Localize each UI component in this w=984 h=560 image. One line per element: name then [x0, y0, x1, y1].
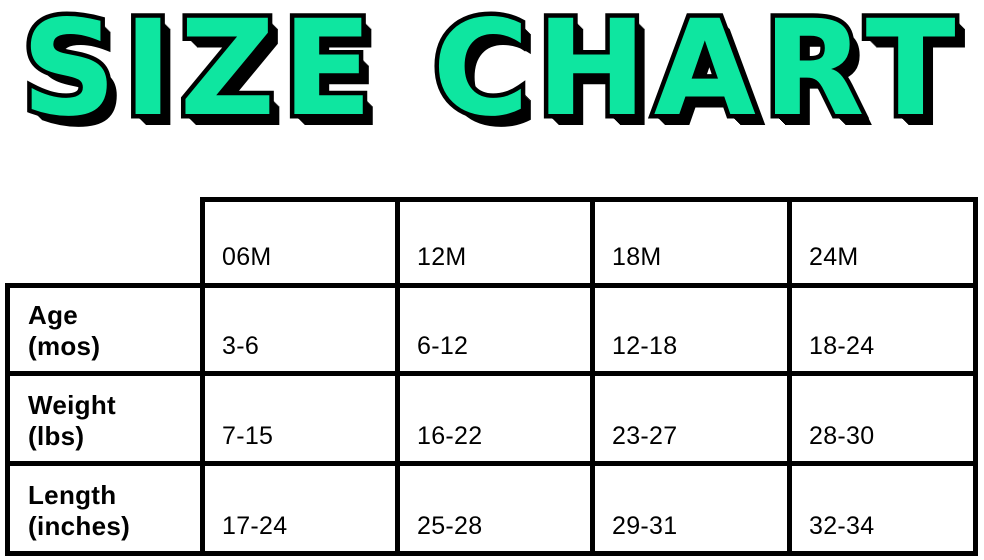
grid-line-col-1 [200, 197, 205, 556]
cell-age-12m: 6-12 [417, 332, 469, 360]
column-header-12m: 12M [417, 243, 467, 271]
row-label-weight: Weight (lbs) [28, 390, 116, 451]
title-area: SIZE CHART [0, 0, 984, 160]
cell-weight-18m: 23-27 [612, 422, 678, 450]
grid-line-col-4 [787, 197, 792, 556]
grid-line-col-3 [590, 197, 595, 556]
grid-line-row-1 [5, 371, 978, 376]
grid-line-right-edge [973, 197, 978, 556]
grid-line-header-bottom [5, 283, 978, 288]
cell-weight-12m: 16-22 [417, 422, 483, 450]
column-header-24m: 24M [809, 243, 859, 271]
cell-length-24m: 32-34 [809, 512, 875, 540]
row-label-length: Length (inches) [28, 480, 131, 541]
cell-length-12m: 25-28 [417, 512, 483, 540]
column-header-18m: 18M [612, 243, 662, 271]
cell-length-18m: 29-31 [612, 512, 678, 540]
cell-weight-06m: 7-15 [222, 422, 274, 450]
grid-line-header-top [200, 197, 978, 202]
column-header-06m: 06M [222, 243, 272, 271]
cell-age-24m: 18-24 [809, 332, 875, 360]
row-label-age: Age (mos) [28, 300, 101, 361]
cell-age-18m: 12-18 [612, 332, 678, 360]
grid-line-left-edge [5, 283, 10, 556]
grid-line-table-bottom [5, 551, 978, 556]
grid-line-col-2 [395, 197, 400, 556]
grid-line-row-2 [5, 461, 978, 466]
cell-weight-24m: 28-30 [809, 422, 875, 450]
cell-age-06m: 3-6 [222, 332, 260, 360]
page-title: SIZE CHART [17, 0, 963, 149]
cell-length-06m: 17-24 [222, 512, 288, 540]
